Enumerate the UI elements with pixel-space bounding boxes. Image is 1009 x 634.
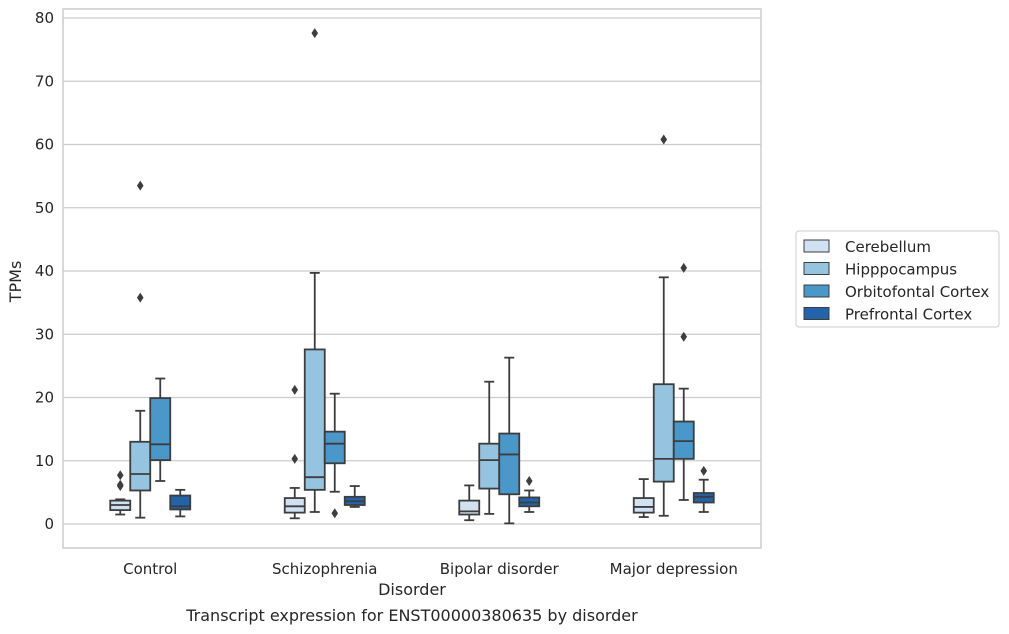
box-iqr xyxy=(283,497,306,514)
y-tick-label: 60 xyxy=(35,136,54,154)
y-tick-label: 50 xyxy=(35,199,54,217)
box-hipppocampus xyxy=(478,380,501,515)
x-tick-label: Major depression xyxy=(610,560,738,578)
outlier-point xyxy=(311,28,319,39)
box-iqr xyxy=(303,348,326,491)
y-tick-label: 0 xyxy=(44,515,54,533)
box-iqr xyxy=(692,492,715,504)
box-orbitofontal-cortex xyxy=(149,377,172,482)
box-iqr xyxy=(129,440,152,492)
box-iqr xyxy=(323,430,346,465)
box-hipppocampus xyxy=(129,180,152,519)
outlier-point xyxy=(680,262,688,273)
legend-box xyxy=(795,230,1000,328)
outlier-point xyxy=(116,470,124,481)
y-tick-label: 40 xyxy=(35,262,54,280)
box-iqr xyxy=(632,497,655,514)
outlier-point xyxy=(136,180,144,191)
outlier-point xyxy=(660,134,668,145)
y-tick-label: 10 xyxy=(35,452,54,470)
y-tick-label: 20 xyxy=(35,389,54,407)
box-prefrontal-cortex xyxy=(518,475,541,513)
plot-area xyxy=(63,9,761,548)
box-iqr xyxy=(149,397,172,462)
y-tick-label: 70 xyxy=(35,72,54,90)
box-cerebellum xyxy=(458,484,481,522)
box-iqr xyxy=(498,432,521,496)
y-tick-label: 80 xyxy=(35,9,54,27)
legend-swatch xyxy=(803,307,830,320)
outlier-point xyxy=(700,465,708,476)
box-iqr xyxy=(652,383,675,483)
outlier-point xyxy=(291,453,299,464)
legend-swatch xyxy=(803,239,830,253)
outlier-point xyxy=(291,384,299,395)
outlier-point xyxy=(136,292,144,303)
outlier-point xyxy=(331,508,339,519)
box-prefrontal-cortex xyxy=(692,465,715,513)
box-iqr xyxy=(672,420,695,460)
box-cerebellum xyxy=(283,384,306,520)
x-tick-label: Control xyxy=(123,560,177,578)
y-tick-label: 30 xyxy=(35,325,54,343)
legend-label: Orbitofontal Cortex xyxy=(845,283,989,301)
legend-label: Hipppocampus xyxy=(845,261,957,279)
outlier-point xyxy=(116,479,124,490)
box-iqr xyxy=(169,494,192,511)
plot-frame xyxy=(62,8,762,549)
box-hipppocampus xyxy=(303,28,326,513)
legend-swatch xyxy=(803,284,830,298)
outlier-point xyxy=(525,475,533,486)
box-iqr xyxy=(478,442,501,490)
box-iqr xyxy=(458,499,481,516)
legend-label: Prefrontal Cortex xyxy=(845,306,972,324)
x-tick-label: Schizophrenia xyxy=(272,560,377,578)
x-axis-label: Disorder xyxy=(378,580,446,599)
legend-swatch xyxy=(803,262,830,275)
y-axis-label: TPMs xyxy=(6,261,25,304)
chart-caption: Transcript expression for ENST0000038063… xyxy=(186,606,638,625)
x-tick-label: Bipolar disorder xyxy=(440,560,560,578)
box-prefrontal-cortex xyxy=(169,488,192,518)
box-prefrontal-cortex xyxy=(343,485,366,508)
box-orbitofontal-cortex xyxy=(498,356,521,525)
box-cerebellum xyxy=(109,470,132,516)
box-cerebellum xyxy=(632,478,655,518)
outlier-point xyxy=(680,331,688,342)
legend-label: Cerebellum xyxy=(845,238,931,256)
box-orbitofontal-cortex xyxy=(672,262,695,501)
box-orbitofontal-cortex xyxy=(323,392,346,519)
box-hipppocampus xyxy=(652,134,675,517)
